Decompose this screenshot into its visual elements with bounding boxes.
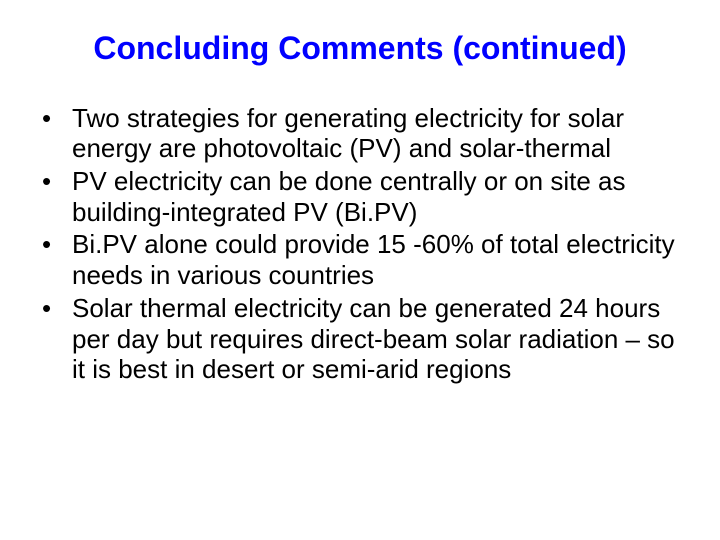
list-item: Solar thermal electricity can be generat… bbox=[36, 293, 684, 385]
list-item: Bi.PV alone could provide 15 -60% of tot… bbox=[36, 229, 684, 290]
bullet-list: Two strategies for generating electricit… bbox=[36, 103, 684, 385]
slide-body: Two strategies for generating electricit… bbox=[36, 103, 684, 385]
slide: Concluding Comments (continued) Two stra… bbox=[0, 0, 720, 540]
list-item: PV electricity can be done centrally or … bbox=[36, 166, 684, 227]
list-item: Two strategies for generating electricit… bbox=[36, 103, 684, 164]
slide-title: Concluding Comments (continued) bbox=[36, 30, 684, 67]
